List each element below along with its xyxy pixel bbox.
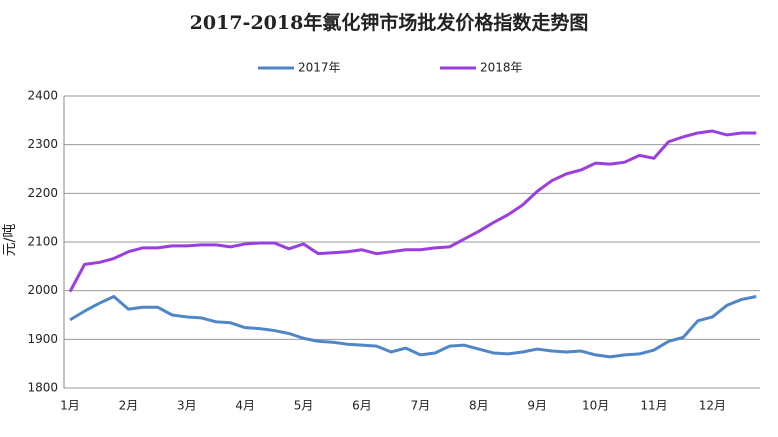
- y-tick-label: 2300: [27, 137, 58, 151]
- y-axis-label: 元/吨: [2, 224, 18, 257]
- x-tick-label: 2月: [119, 399, 139, 413]
- x-tick-label: 3月: [177, 399, 197, 413]
- x-tick-label: 10月: [582, 399, 609, 413]
- series-line: [68, 129, 757, 293]
- y-tick-label: 1800: [27, 381, 58, 395]
- x-tick-label: 11月: [640, 399, 667, 413]
- x-tick-label: 1月: [60, 399, 80, 413]
- y-tick-label: 1900: [27, 332, 58, 346]
- y-tick-label: 2100: [27, 235, 58, 249]
- x-tick-label: 7月: [411, 399, 431, 413]
- x-tick-label: 4月: [235, 399, 255, 413]
- x-tick-label: 6月: [352, 399, 372, 413]
- y-tick-label: 2000: [27, 283, 58, 297]
- x-tick-label: 5月: [294, 399, 314, 413]
- x-tick-label: 12月: [699, 399, 726, 413]
- x-tick-label: 8月: [469, 399, 489, 413]
- x-tick-label: 9月: [527, 399, 547, 413]
- chart-title: 2017-2018年氯化钾市场批发价格指数走势图: [190, 11, 589, 34]
- y-tick-label: 2400: [27, 89, 58, 103]
- legend-label: 2018年: [480, 61, 523, 75]
- series-line: [69, 295, 757, 359]
- y-tick-label: 2200: [27, 186, 58, 200]
- legend-label: 2017年: [298, 61, 341, 75]
